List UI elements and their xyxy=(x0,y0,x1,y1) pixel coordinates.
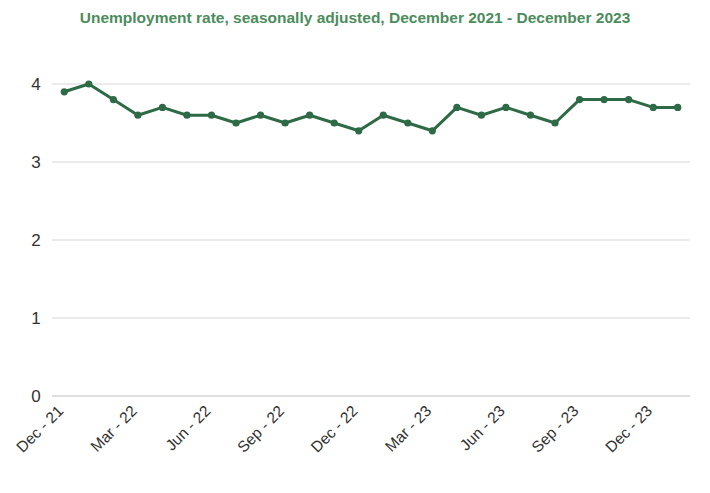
y-tick-label: 4 xyxy=(31,75,40,94)
x-tick-label: Dec - 23 xyxy=(602,402,655,455)
data-point xyxy=(502,104,509,111)
data-point xyxy=(61,88,68,95)
data-point xyxy=(85,80,92,87)
data-point xyxy=(355,127,362,134)
data-point xyxy=(306,112,313,119)
x-tick-label: Mar - 23 xyxy=(382,402,435,455)
chart-container: Unemployment rate, seasonally adjusted, … xyxy=(0,0,710,493)
grid-line xyxy=(52,318,690,319)
data-point xyxy=(650,104,657,111)
data-point xyxy=(453,104,460,111)
y-tick-label: 2 xyxy=(31,231,40,250)
title: Unemployment rate, seasonally adjusted, … xyxy=(80,9,631,26)
data-point xyxy=(134,112,141,119)
data-point xyxy=(232,119,239,126)
grid-line xyxy=(52,162,690,163)
data-point xyxy=(478,112,485,119)
data-point xyxy=(257,112,264,119)
y-tick-label: 3 xyxy=(31,153,40,172)
x-tick-label: Jun - 23 xyxy=(456,402,508,454)
x-tick-label: Sep - 22 xyxy=(234,402,287,455)
data-point xyxy=(380,112,387,119)
data-point xyxy=(208,112,215,119)
series-line xyxy=(64,84,677,131)
data-point xyxy=(551,119,558,126)
data-point xyxy=(331,119,338,126)
data-point xyxy=(674,104,681,111)
data-point xyxy=(576,96,583,103)
data-point xyxy=(159,104,166,111)
grid-line xyxy=(52,84,690,85)
data-point xyxy=(183,112,190,119)
y-tick-label: 1 xyxy=(31,309,40,328)
data-point xyxy=(429,127,436,134)
chart: Unemployment rate, seasonally adjusted, … xyxy=(0,0,710,493)
data-point xyxy=(404,119,411,126)
grid-line xyxy=(52,396,690,397)
x-tick-label: Dec - 21 xyxy=(13,402,66,455)
plot-area xyxy=(61,80,682,134)
x-axis: Dec - 21 Mar - 22 Jun - 22 Sep - 22 Dec - 22… xyxy=(13,402,655,455)
data-point xyxy=(625,96,632,103)
grid-line xyxy=(52,240,690,241)
data-point xyxy=(282,119,289,126)
x-tick-label: Sep - 23 xyxy=(528,402,581,455)
y-axis: 0 1 2 3 4 xyxy=(31,75,690,406)
data-point xyxy=(110,96,117,103)
x-tick-label: Jun - 22 xyxy=(162,402,214,454)
x-tick-label: Mar - 22 xyxy=(87,402,140,455)
x-tick-label: Dec - 22 xyxy=(307,402,360,455)
data-point xyxy=(527,112,534,119)
data-point xyxy=(601,96,608,103)
y-tick-label: 0 xyxy=(31,387,40,406)
